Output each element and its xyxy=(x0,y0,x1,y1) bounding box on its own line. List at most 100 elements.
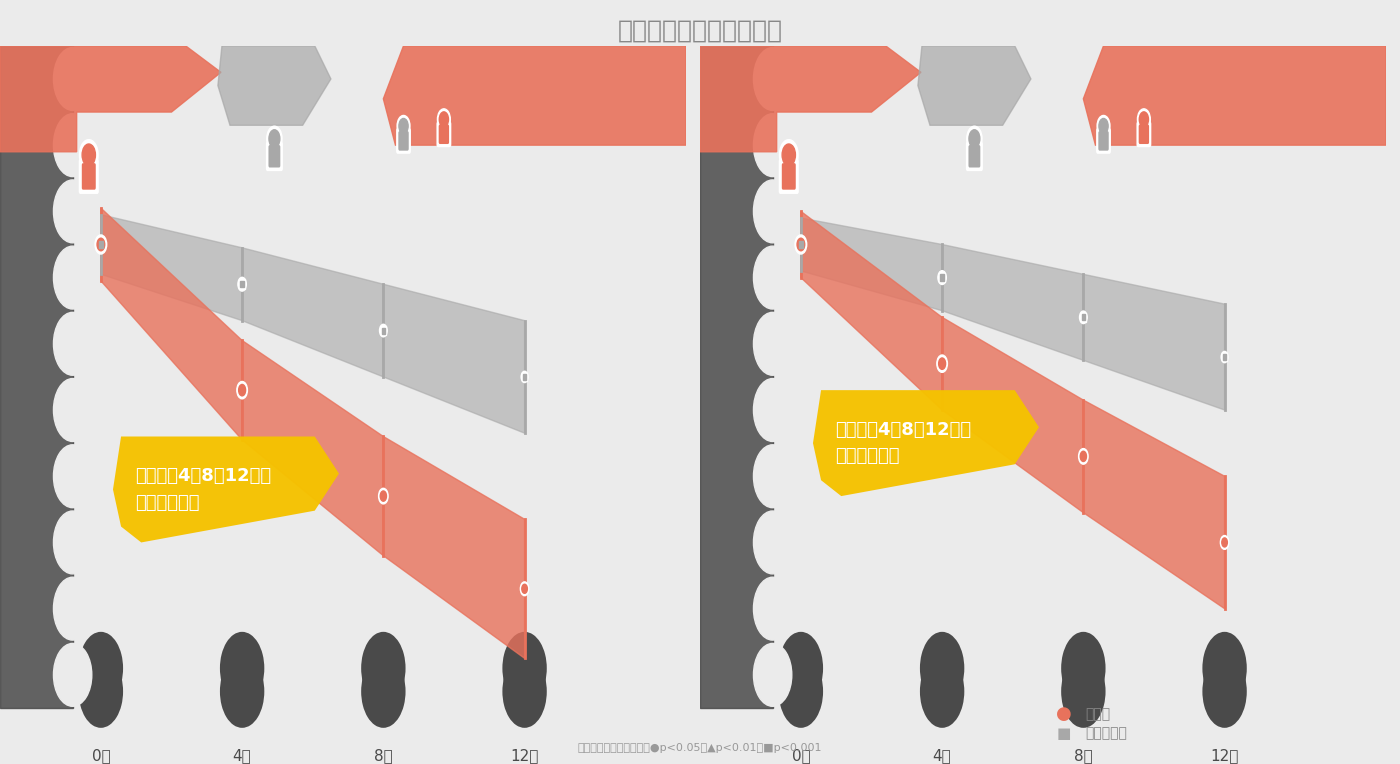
FancyBboxPatch shape xyxy=(778,159,799,194)
Circle shape xyxy=(753,643,792,707)
Polygon shape xyxy=(0,46,73,708)
Circle shape xyxy=(53,511,92,574)
Circle shape xyxy=(1099,118,1109,134)
FancyBboxPatch shape xyxy=(966,141,983,171)
Circle shape xyxy=(753,511,792,574)
Polygon shape xyxy=(384,436,525,659)
Bar xyxy=(798,239,804,250)
Polygon shape xyxy=(101,208,242,440)
Wedge shape xyxy=(920,655,965,728)
Polygon shape xyxy=(1084,400,1225,609)
Wedge shape xyxy=(1203,655,1247,728)
Polygon shape xyxy=(700,46,773,708)
Polygon shape xyxy=(101,215,242,321)
FancyBboxPatch shape xyxy=(969,145,980,167)
FancyBboxPatch shape xyxy=(1096,128,1112,154)
Text: 4週: 4週 xyxy=(932,748,952,762)
Circle shape xyxy=(83,144,95,166)
Wedge shape xyxy=(361,655,406,728)
Circle shape xyxy=(938,270,946,284)
Polygon shape xyxy=(801,212,942,410)
Bar xyxy=(799,241,804,248)
FancyBboxPatch shape xyxy=(266,141,283,171)
FancyBboxPatch shape xyxy=(437,121,451,147)
Circle shape xyxy=(1222,538,1228,547)
FancyBboxPatch shape xyxy=(1138,125,1149,144)
Text: 8週: 8週 xyxy=(1074,748,1093,762)
Wedge shape xyxy=(220,632,265,704)
Circle shape xyxy=(797,237,805,252)
Wedge shape xyxy=(778,632,823,704)
Circle shape xyxy=(95,235,106,254)
Circle shape xyxy=(783,144,795,166)
Bar xyxy=(381,326,386,335)
Circle shape xyxy=(967,126,981,151)
Bar xyxy=(941,274,944,281)
Bar xyxy=(1081,313,1086,322)
Wedge shape xyxy=(78,632,123,704)
Bar xyxy=(1224,354,1226,360)
Circle shape xyxy=(1140,112,1148,127)
Wedge shape xyxy=(1061,632,1106,704)
Circle shape xyxy=(780,140,798,170)
Circle shape xyxy=(938,358,945,369)
Polygon shape xyxy=(384,46,686,145)
FancyBboxPatch shape xyxy=(438,125,449,144)
Polygon shape xyxy=(384,284,525,433)
Circle shape xyxy=(267,126,281,151)
Polygon shape xyxy=(700,46,921,152)
Circle shape xyxy=(753,578,792,640)
Polygon shape xyxy=(113,436,339,542)
Circle shape xyxy=(238,277,246,291)
Polygon shape xyxy=(242,341,384,555)
Circle shape xyxy=(53,47,92,111)
Circle shape xyxy=(53,445,92,507)
Wedge shape xyxy=(220,655,265,728)
Bar xyxy=(1222,353,1226,361)
Circle shape xyxy=(1137,108,1151,130)
Circle shape xyxy=(1078,448,1088,465)
Circle shape xyxy=(969,130,980,147)
Text: 0週: 0週 xyxy=(791,748,811,762)
FancyBboxPatch shape xyxy=(1099,131,1109,151)
Circle shape xyxy=(521,582,529,596)
Bar xyxy=(99,241,104,248)
Polygon shape xyxy=(0,46,221,152)
Polygon shape xyxy=(1084,46,1386,145)
Text: 12週: 12週 xyxy=(511,748,539,762)
Circle shape xyxy=(1079,311,1088,324)
Bar xyxy=(382,328,385,334)
Circle shape xyxy=(437,108,451,130)
FancyBboxPatch shape xyxy=(781,163,795,189)
FancyBboxPatch shape xyxy=(78,159,99,194)
Circle shape xyxy=(1221,536,1229,549)
Circle shape xyxy=(753,180,792,243)
Circle shape xyxy=(53,246,92,309)
Circle shape xyxy=(53,180,92,243)
Circle shape xyxy=(381,491,386,501)
Circle shape xyxy=(237,381,248,399)
Circle shape xyxy=(753,246,792,309)
Wedge shape xyxy=(1203,632,1247,704)
Bar xyxy=(524,374,526,380)
Circle shape xyxy=(522,584,528,594)
Circle shape xyxy=(53,114,92,176)
FancyBboxPatch shape xyxy=(396,128,412,154)
FancyBboxPatch shape xyxy=(399,131,409,151)
Circle shape xyxy=(1221,351,1228,363)
Circle shape xyxy=(440,112,448,127)
Wedge shape xyxy=(920,632,965,704)
Circle shape xyxy=(1081,452,1086,461)
Text: 全期間（4・8・12週）
で有意に低下: 全期間（4・8・12週） で有意に低下 xyxy=(836,421,972,465)
Text: ＊プラセボ群との比較　●p<0.05　▲p<0.01　■p<0.001: ＊プラセボ群との比較 ●p<0.05 ▲p<0.01 ■p<0.001 xyxy=(578,743,822,753)
Circle shape xyxy=(97,238,105,251)
Circle shape xyxy=(80,140,98,170)
Circle shape xyxy=(378,488,388,504)
Text: ■: ■ xyxy=(1057,726,1071,741)
Circle shape xyxy=(269,130,280,147)
Circle shape xyxy=(398,115,410,137)
Polygon shape xyxy=(1084,274,1225,410)
Bar xyxy=(939,273,945,283)
Circle shape xyxy=(753,312,792,375)
Bar xyxy=(1082,314,1085,320)
